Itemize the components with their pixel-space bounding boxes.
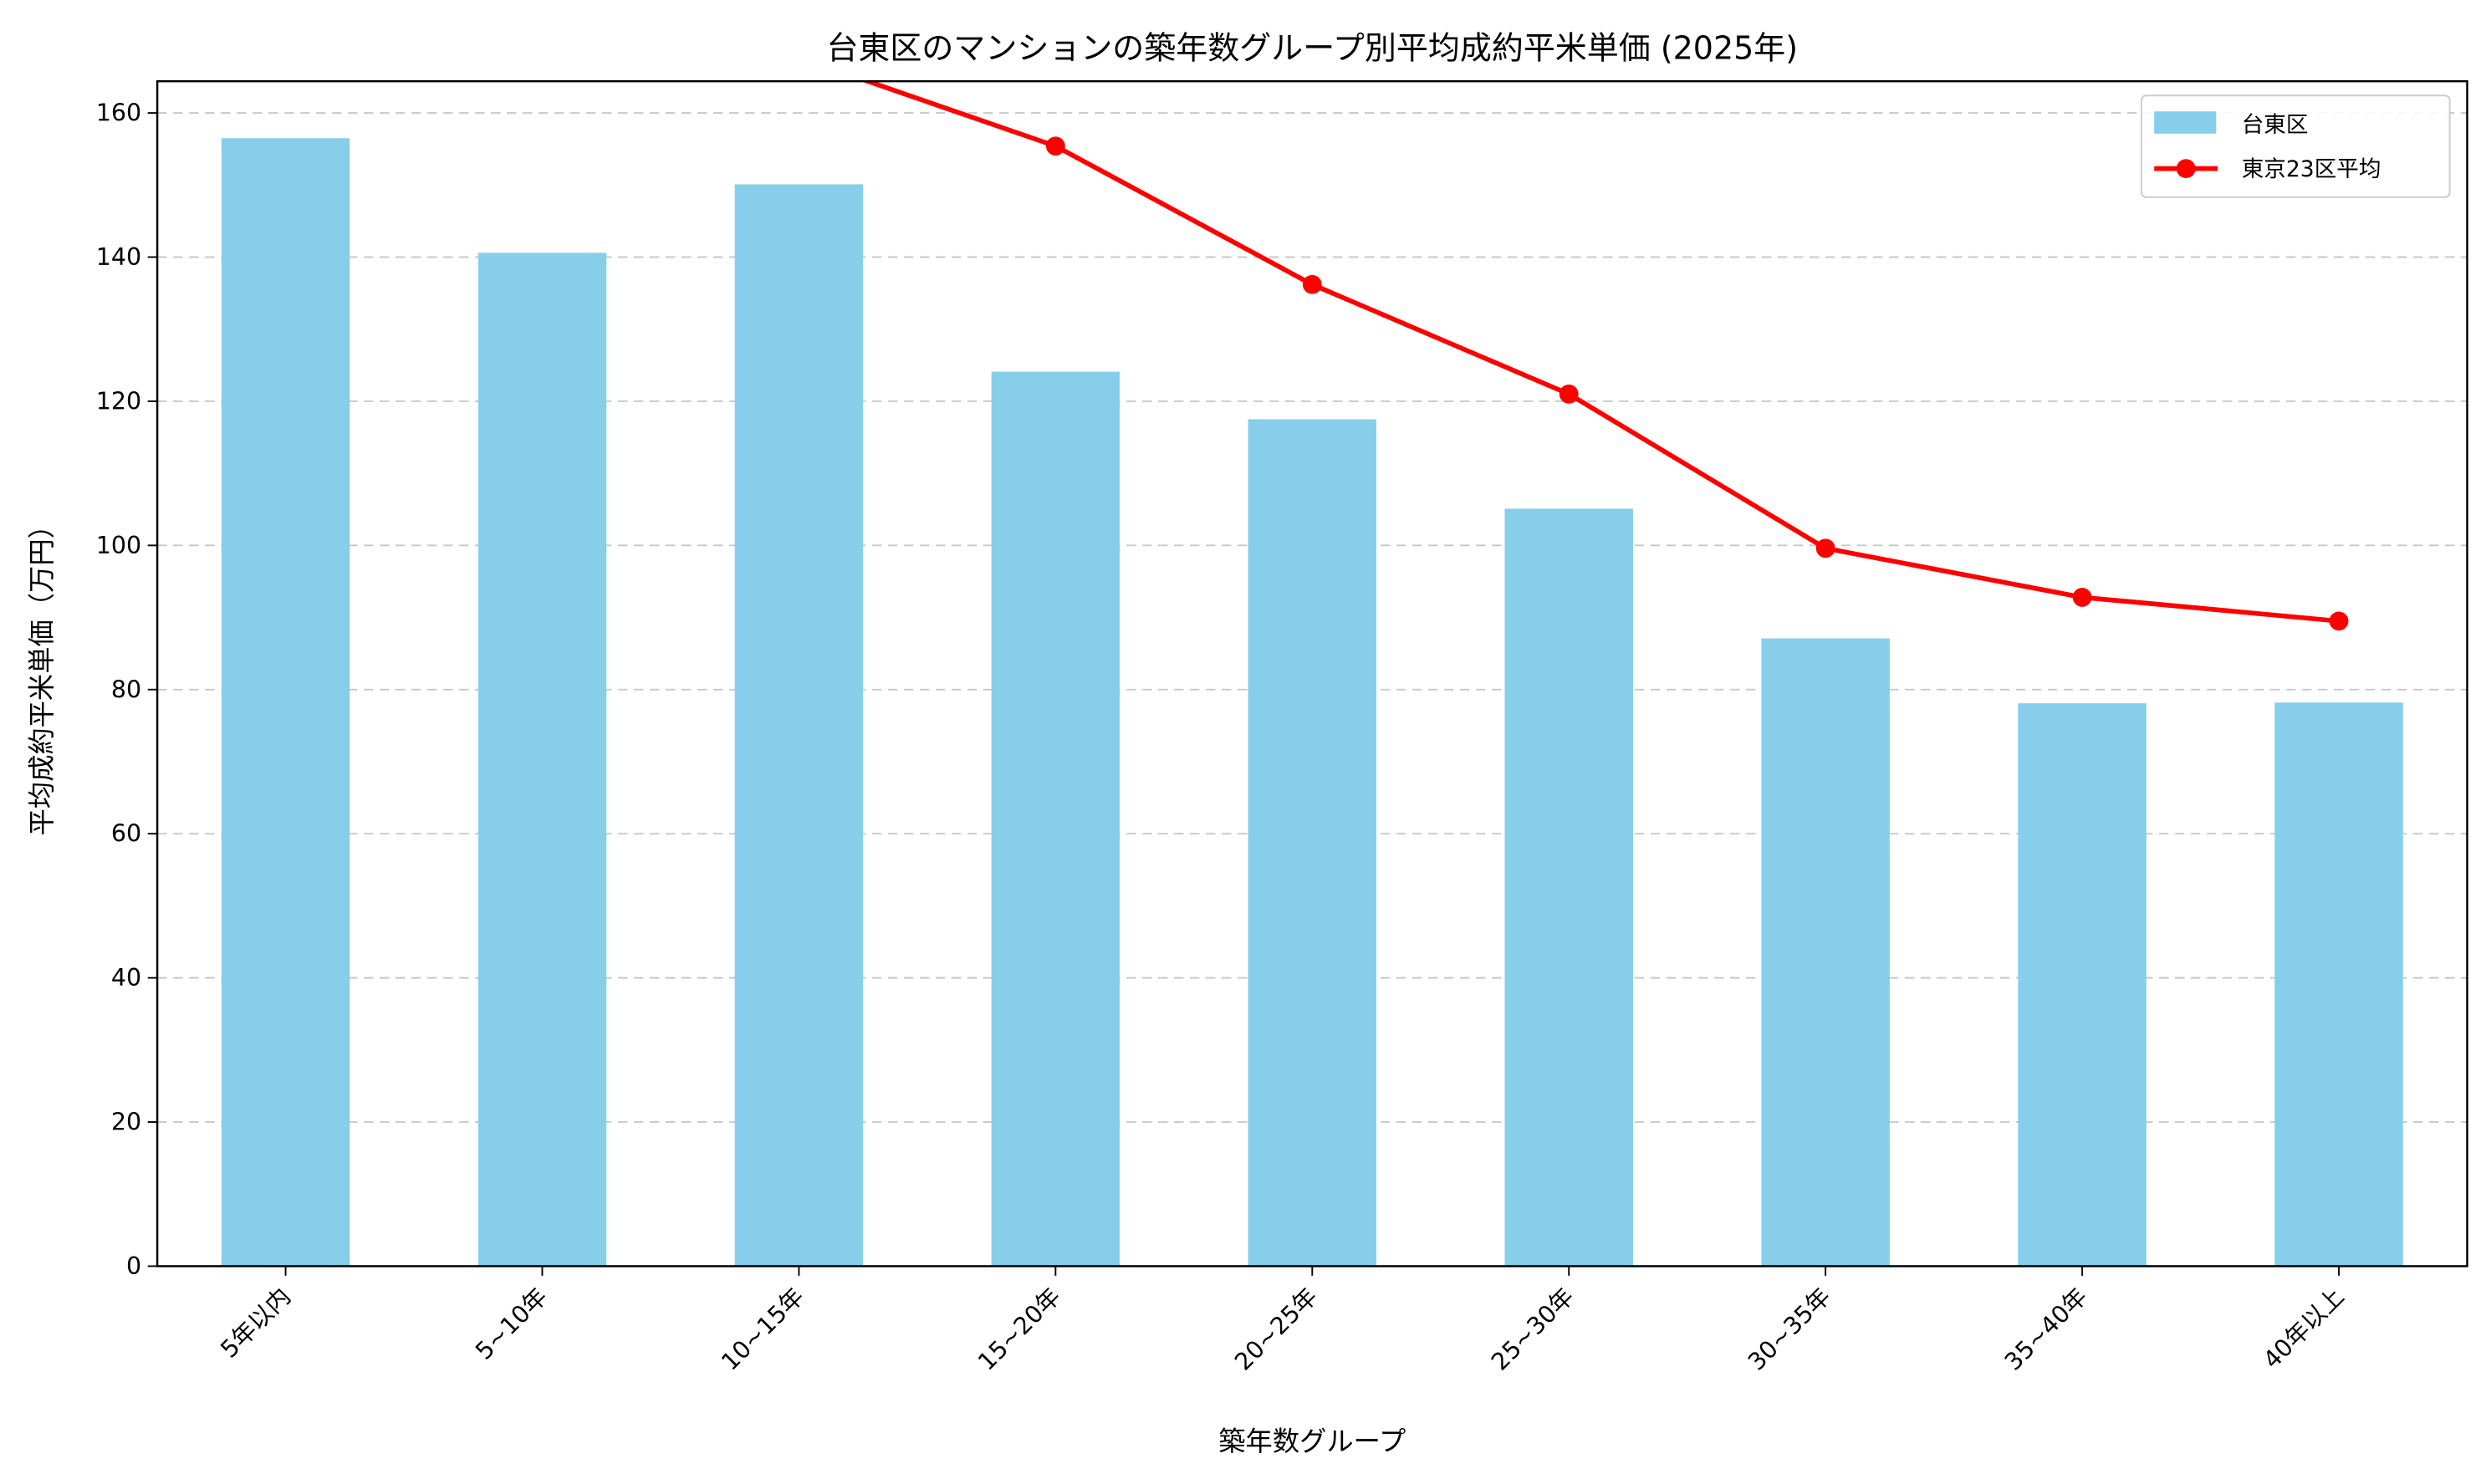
y-tick-label: 100 <box>96 532 141 559</box>
bar <box>1248 419 1377 1267</box>
line-point <box>1559 384 1579 404</box>
line-point <box>1302 274 1322 294</box>
x-tick-label: 5年以内 <box>216 1283 297 1364</box>
bar <box>734 184 864 1267</box>
y-axis: 0 20 40 60 80 100 120 140 160 <box>96 99 158 1280</box>
legend-marker <box>2176 159 2196 179</box>
bar <box>477 252 607 1267</box>
legend-label-line: 東京23区平均 <box>2242 156 2381 182</box>
bar <box>2018 703 2146 1267</box>
line-series <box>533 17 2349 631</box>
bar <box>221 138 350 1267</box>
legend-frame <box>2141 94 2451 198</box>
y-tick-label: 160 <box>96 99 141 127</box>
y-tick-label: 0 <box>126 1252 141 1280</box>
y-tick-label: 80 <box>111 676 141 703</box>
x-tick-label: 25~30年 <box>1486 1283 1580 1376</box>
y-tick-label: 120 <box>96 387 141 415</box>
y-axis-label: 平均成約平米単価（万円） <box>26 512 58 835</box>
legend-label-bar: 台東区 <box>2242 112 2309 138</box>
x-axis: 5年以内 5~10年 10~15年 15~20年 20~25年 25~30年 30~35年 3… <box>216 1266 2350 1376</box>
legend-swatch-bar <box>2154 111 2217 134</box>
x-tick-label: 35~40年 <box>1999 1283 2093 1376</box>
legend: 台東区 東京23区平均 <box>2141 94 2451 198</box>
bar <box>1761 638 1890 1267</box>
y-tick-label: 140 <box>96 243 141 271</box>
x-tick-label: 10~15年 <box>716 1283 809 1376</box>
line-point <box>533 17 552 36</box>
y-tick-label: 40 <box>111 964 141 992</box>
chart-title: 台東区のマンションの築年数グループ別平均成約平米単価 (2025年) <box>826 30 1798 67</box>
x-tick-label: 5~10年 <box>470 1283 553 1365</box>
line-point <box>2329 611 2349 631</box>
line-point <box>789 48 809 67</box>
x-tick-label: 20~25年 <box>1229 1283 1323 1376</box>
x-tick-label: 15~20年 <box>972 1283 1066 1376</box>
x-axis-label: 築年数グループ <box>1218 1425 1406 1457</box>
x-tick-label: 30~35年 <box>1743 1283 1836 1376</box>
bars <box>221 138 2403 1267</box>
bar <box>1504 508 1633 1267</box>
bar <box>2274 702 2403 1267</box>
line-point <box>1045 136 1065 156</box>
bar <box>991 371 1120 1267</box>
y-tick-label: 60 <box>111 820 141 848</box>
y-tick-label: 20 <box>111 1109 141 1136</box>
line-point <box>1815 538 1835 558</box>
line-point <box>2072 588 2092 607</box>
x-tick-label: 40年以上 <box>2258 1283 2349 1374</box>
